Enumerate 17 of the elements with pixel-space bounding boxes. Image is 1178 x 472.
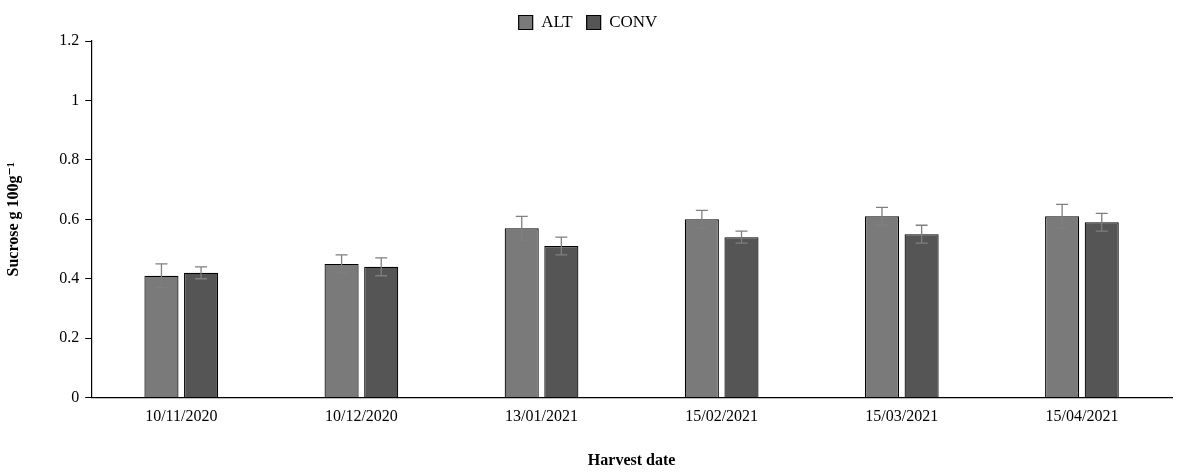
legend-label: CONV — [609, 11, 659, 31]
x-tick-label: 10/12/2020 — [324, 407, 398, 425]
x-tick-label: 13/01/2021 — [505, 407, 578, 425]
y-tick-label: 0.8 — [59, 150, 80, 168]
y-tick-label: 0.6 — [59, 209, 80, 227]
y-tick-label: 0.2 — [59, 328, 80, 346]
y-tick-label: 1 — [71, 90, 80, 108]
y-tick-label: 1.2 — [59, 31, 80, 49]
x-axis-title: Harvest date — [587, 450, 676, 468]
legend-label: ALT — [541, 11, 574, 31]
x-tick-label: 10/11/2020 — [145, 407, 218, 425]
x-tick-label: 15/02/2021 — [685, 407, 759, 425]
y-tick-label: 0 — [71, 387, 80, 405]
y-tick-label: 0.4 — [59, 268, 80, 286]
x-tick-label: 15/04/2021 — [1045, 407, 1119, 425]
x-tick-label: 15/03/2021 — [865, 407, 939, 425]
y-axis-title: Sucrose g 100g⁻¹ — [3, 161, 22, 277]
